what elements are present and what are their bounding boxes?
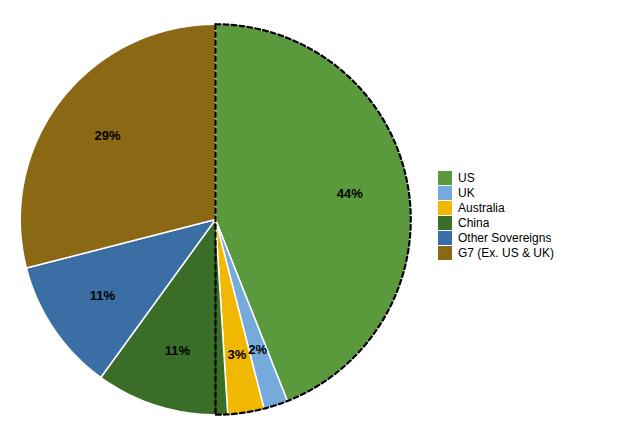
svg-text:11%: 11% bbox=[90, 288, 116, 303]
html-text:Australia: Australia bbox=[458, 200, 505, 215]
svg-text:29%: 29% bbox=[94, 127, 120, 142]
svg-text:3%: 3% bbox=[227, 346, 246, 361]
html-text:Other Sovereigns: Other Sovereigns bbox=[458, 230, 552, 245]
html-text:US: US bbox=[458, 170, 475, 185]
svg-text:11%: 11% bbox=[165, 342, 191, 357]
html-text:G7 (Ex. US & UK): G7 (Ex. US & UK) bbox=[458, 245, 554, 260]
svg-text:2%: 2% bbox=[248, 341, 267, 356]
html-text:China: China bbox=[458, 215, 490, 230]
html-text:UK: UK bbox=[458, 185, 475, 200]
svg-text:44%: 44% bbox=[337, 186, 363, 201]
